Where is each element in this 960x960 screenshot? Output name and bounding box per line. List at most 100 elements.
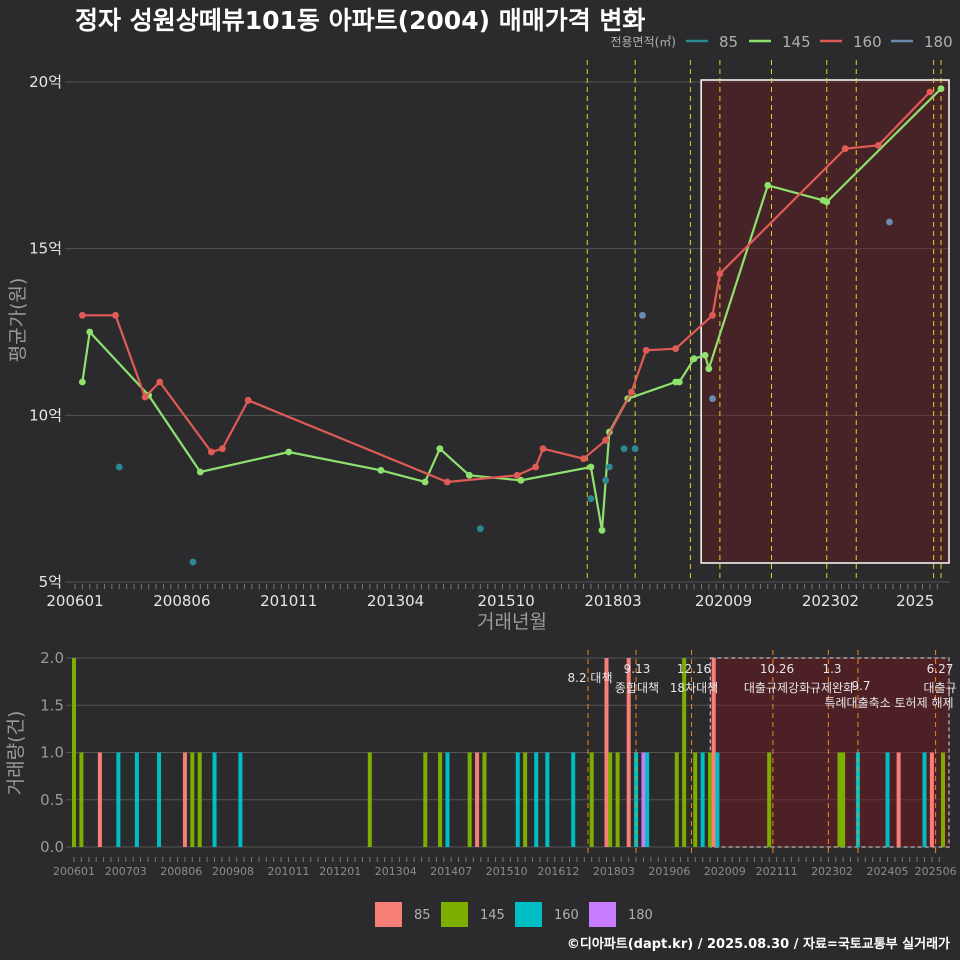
x-tick-label: 200806 [160, 865, 202, 878]
volume-bar-85 [97, 752, 102, 847]
x-tick-label: 201803 [584, 592, 641, 610]
data-point-145 [764, 181, 772, 189]
volume-bar-160 [855, 752, 860, 847]
data-point-85 [631, 445, 639, 453]
volume-bar-85 [182, 752, 187, 847]
y-tick-label: 1.5 [40, 696, 64, 714]
x-tick-label: 200601 [46, 592, 103, 610]
x-tick-label: 2025 [896, 592, 934, 610]
credit-text: ©디아파트(dapt.kr) / 2025.08.30 / 자료=국토교통부 실… [567, 936, 950, 952]
data-point-160 [443, 478, 451, 486]
volume-bar-160 [134, 752, 139, 847]
data-point-180 [639, 311, 646, 319]
data-point-145 [285, 448, 293, 456]
volume-bar-145 [682, 658, 687, 847]
data-point-145 [517, 476, 525, 484]
volume-bar-160 [238, 752, 243, 847]
data-point-160 [628, 388, 635, 396]
policy-label: 1.3 [822, 662, 841, 676]
data-point-180 [886, 218, 893, 226]
volume-bar-160 [212, 752, 217, 847]
x-tick-label: 202506 [915, 865, 957, 878]
data-point-85 [587, 495, 595, 503]
x-tick-label: 201011 [260, 592, 317, 610]
volume-bar-145 [482, 752, 487, 847]
legend-label-180: 180 [924, 33, 953, 51]
data-point-85 [602, 476, 610, 484]
data-point-160 [602, 436, 610, 444]
volume-bar-85 [626, 658, 631, 847]
volume-bar-145 [693, 752, 698, 847]
legend-swatch-145 [441, 902, 468, 927]
data-point-85 [115, 463, 123, 471]
data-point-85 [620, 445, 628, 453]
x-tick-label: 201304 [375, 865, 417, 878]
data-point-160 [532, 463, 540, 471]
data-point-160 [207, 448, 215, 456]
policy-label-extra: 특례대출축소 토허제 해제 [824, 696, 953, 710]
x-tick-label: 202111 [756, 865, 798, 878]
y-tick-label: 0.5 [40, 791, 64, 809]
volume-bar-160 [922, 752, 927, 847]
volume-bar-160 [116, 752, 121, 847]
y-tick-label: 20억 [29, 73, 62, 91]
x-tick-label: 200601 [53, 865, 95, 878]
policy-label: 10.26 [760, 662, 794, 676]
volume-bar-160 [700, 752, 705, 847]
data-point-160 [539, 445, 547, 453]
policy-label: 6.27 [927, 662, 954, 676]
x-tick-label: 201510 [486, 865, 528, 878]
x-tick-label: 201201 [319, 865, 361, 878]
legend-label-180: 180 [628, 908, 653, 923]
policy-label: 9.7 [851, 679, 870, 693]
data-point-160 [672, 345, 680, 353]
highlight-period-box [709, 657, 950, 848]
x-tick-label: 200908 [212, 865, 254, 878]
policy-label: 규제완화 [810, 681, 854, 695]
price-line-chart: 5억 10억 15억 20억 200601 200806 201011 201304 20151… [7, 60, 950, 633]
data-point-145 [377, 466, 385, 474]
x-tick-label: 201407 [430, 865, 472, 878]
legend-label-85: 85 [414, 908, 431, 923]
y-tick-label: 10억 [29, 406, 62, 424]
data-point-160 [874, 141, 882, 149]
x-tick-label: 201612 [537, 865, 579, 878]
data-point-180 [709, 395, 716, 403]
data-point-160 [513, 471, 521, 479]
volume-bar-145 [438, 752, 443, 847]
policy-label: 8.2 대책 [568, 670, 613, 685]
policy-label: 대출규제강화 [744, 681, 810, 695]
volume-bar-160 [534, 752, 539, 847]
data-point-145 [196, 468, 204, 476]
x-tick-label: 201906 [648, 865, 690, 878]
data-point-145 [937, 85, 945, 93]
data-point-85 [476, 525, 484, 533]
data-point-160 [112, 311, 119, 319]
volume-bar-145 [708, 752, 713, 847]
data-point-160 [841, 145, 849, 153]
x-tick-label: 201803 [593, 865, 635, 878]
volume-bar-145 [72, 658, 76, 847]
legend-swatch-180 [589, 902, 616, 927]
volume-bar-145 [523, 752, 528, 847]
data-point-160 [219, 445, 226, 453]
legend-swatch-85 [375, 902, 402, 927]
volume-bar-145 [941, 752, 945, 847]
highlight-period-box [700, 79, 950, 564]
data-point-145 [465, 471, 473, 479]
y-tick-label: 15억 [29, 240, 62, 258]
volume-bar-160 [515, 752, 520, 847]
volume-bar-145 [423, 752, 428, 847]
legend-title: 전용면적(㎡) [610, 35, 676, 49]
y-axis-title: 평균가(원) [7, 278, 29, 363]
top-legend: 전용면적(㎡) 85 145 160 180 [610, 33, 952, 51]
y-tick-label: 2.0 [40, 649, 64, 667]
volume-bar-145 [767, 752, 772, 847]
x-tick-label: 202405 [867, 865, 909, 878]
data-point-160 [78, 311, 86, 319]
chart-title: 정자 성원상떼뷰101동 아파트(2004) 매매가격 변화 [75, 6, 645, 35]
volume-bar-85 [475, 752, 480, 847]
data-point-145 [823, 198, 831, 206]
x-tick-label: 200703 [105, 865, 147, 878]
y-axis-title: 거래량(건) [5, 711, 27, 796]
